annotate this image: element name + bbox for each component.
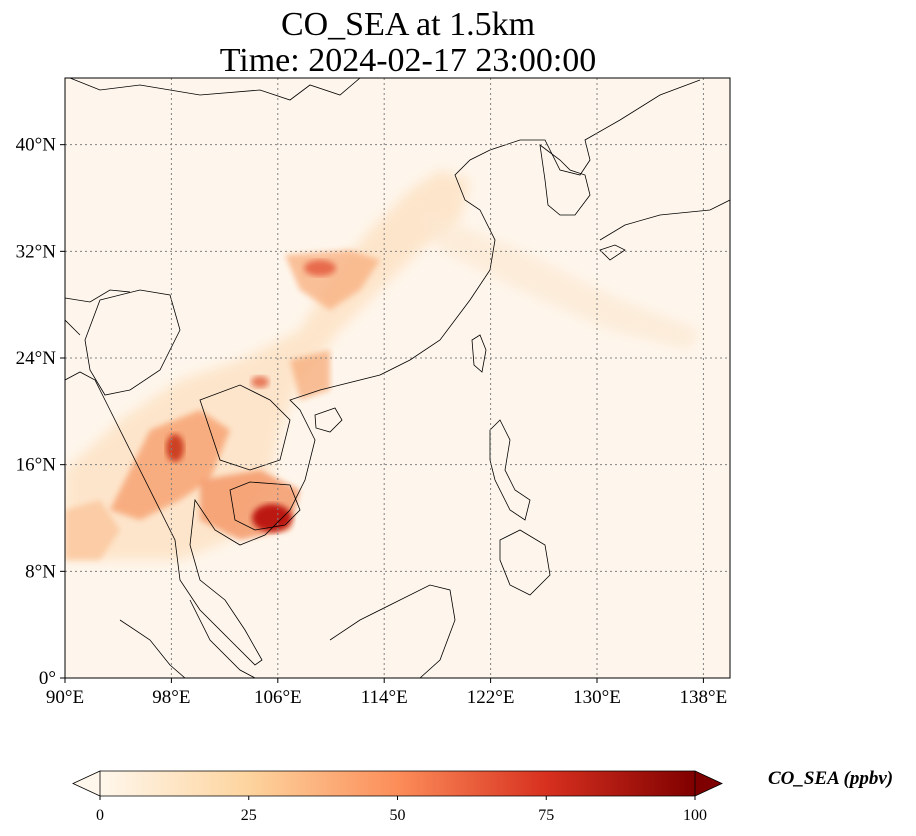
- lat-tick-label: 0°: [39, 668, 56, 689]
- colorbar-label: CO_SEA (ppbv): [768, 768, 894, 789]
- lon-tick-label: 130°E: [573, 687, 621, 708]
- colorbar-tick-label: 75: [538, 807, 554, 824]
- map-subtitle-time: Time: 2024-02-17 23:00:00: [219, 42, 597, 79]
- lat-tick-label: 16°N: [16, 455, 57, 476]
- colorbar-tick-label: 25: [241, 807, 257, 824]
- map-background: [65, 78, 730, 678]
- lat-tick-label: 32°N: [16, 241, 57, 262]
- colorbar-ticks: 0 25 50 75 100: [96, 796, 707, 824]
- lon-tick-label: 90°E: [46, 687, 84, 708]
- map-title: CO_SEA at 1.5km: [280, 6, 536, 43]
- lon-tick-label: 106°E: [254, 687, 302, 708]
- lat-tick-label: 24°N: [16, 348, 57, 369]
- colorbar-extend-min: [72, 770, 101, 797]
- coastlines: [65, 78, 730, 678]
- lon-tick-label: 98°E: [152, 687, 190, 708]
- colorbar: 0 25 50 75 100: [72, 770, 723, 824]
- lon-tick-label: 122°E: [467, 687, 515, 708]
- gridlines: [65, 78, 730, 678]
- lat-tick-label: 8°N: [25, 561, 56, 582]
- lat-tick-label: 40°N: [16, 135, 57, 156]
- lon-tick-label: 138°E: [680, 687, 728, 708]
- colorbar-tick-label: 50: [390, 807, 406, 824]
- colorbar-extend-max: [694, 770, 723, 797]
- longitude-axis: 90°E 98°E 106°E 114°E 122°E 130°E 138°E: [46, 678, 727, 708]
- colorbar-gradient: [100, 771, 695, 796]
- concentration-field: [65, 170, 700, 560]
- colorbar-tick-label: 0: [96, 807, 104, 824]
- lon-tick-label: 114°E: [361, 687, 408, 708]
- colorbar-tick-label: 100: [683, 807, 707, 824]
- map-frame: [64, 77, 731, 679]
- latitude-axis: 0° 8°N 16°N 24°N 32°N 40°N: [16, 135, 65, 689]
